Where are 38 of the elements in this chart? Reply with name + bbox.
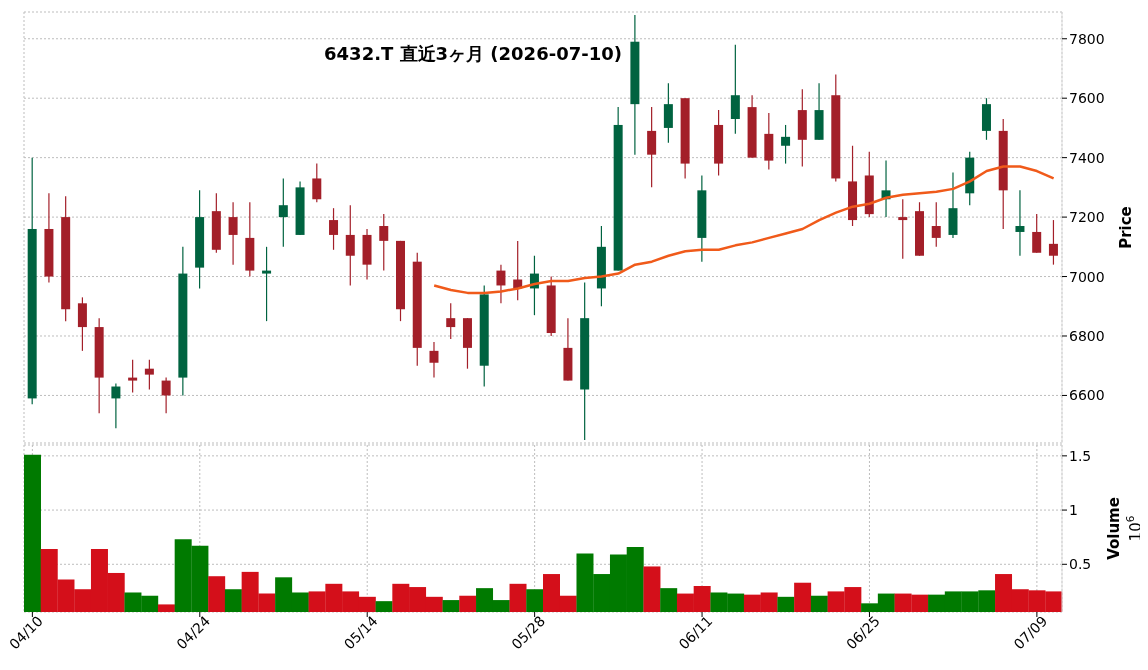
y-tick-label: 6600 (1069, 387, 1105, 404)
text: 6432.T 直近3ヶ月 (2026-07-10) (323, 42, 623, 66)
y-tick-label: 7200 (1069, 209, 1105, 226)
candlestick (496, 264, 506, 304)
candlestick (429, 341, 439, 379)
candlestick (262, 246, 272, 322)
y-tick-label: 7000 (1069, 268, 1105, 285)
candlestick (228, 201, 238, 266)
candlestick (1015, 189, 1025, 257)
candlestick (77, 296, 87, 352)
candlestick (278, 177, 288, 248)
candlestick (1032, 213, 1042, 254)
y-axis-title: Volume (1105, 497, 1123, 560)
candlestick (730, 44, 740, 135)
candlestick (663, 82, 673, 144)
y-tick-label: 7400 (1069, 149, 1105, 166)
candlestick (144, 359, 154, 391)
candlestick (312, 162, 322, 203)
y-tick-label: 7800 (1069, 30, 1105, 47)
y-axis-title: Price (1117, 206, 1135, 249)
line-series (432, 165, 1055, 295)
candlestick (781, 124, 791, 165)
candlestick (329, 207, 339, 251)
candlestick (931, 201, 941, 248)
candlestick (446, 302, 456, 340)
candlestick (1048, 219, 1058, 266)
candlestick (128, 359, 138, 394)
candlestick (111, 382, 121, 429)
y-tick-label: 1 (1069, 502, 1078, 519)
candlestick (898, 198, 908, 260)
y-tick-label: 6800 (1069, 327, 1105, 344)
candlestick (161, 377, 171, 414)
candlestick (345, 204, 355, 287)
y-tick-label: 0.5 (1069, 556, 1092, 573)
candlestick (647, 106, 657, 188)
y-tick-label: 1.5 (1069, 447, 1092, 464)
candlestick (379, 213, 389, 272)
y-tick-label: 7600 (1069, 90, 1105, 107)
